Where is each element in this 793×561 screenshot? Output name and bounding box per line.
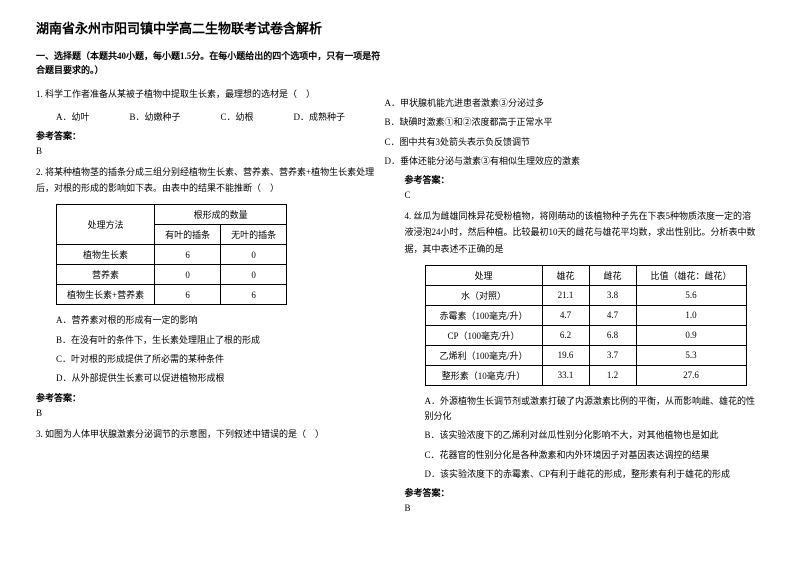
t2r5d: 27.6 <box>636 365 746 385</box>
t1-h1: 处理方法 <box>57 205 155 245</box>
t1-r3a: 植物生长素+营养素 <box>57 285 155 305</box>
answer-2: B <box>36 408 389 418</box>
t2r2d: 1.0 <box>636 305 746 325</box>
t2r2b: 4.7 <box>542 305 589 325</box>
t2r1d: 5.6 <box>636 285 746 305</box>
q4-opt-b: B．该实验浓度下的乙烯利对丝瓜性别分化影响不大，对其他植物也是如此 <box>425 428 758 443</box>
t2r1c: 3.8 <box>589 285 636 305</box>
t1-r3c: 6 <box>221 285 287 305</box>
t2r2a: 赤霉素（100毫克/升） <box>425 305 542 325</box>
answer-1: B <box>36 146 389 156</box>
q1-opt-b: B．幼嫩种子 <box>130 110 181 123</box>
q4-opt-a: A．外源植物生长调节剂或激素打破了内源激素比例的平衡，从而影响雌、雄花的性别分化 <box>425 394 758 425</box>
q4-opt-c: C．花器官的性别分化是各种激素和内外环境因子对基因表达调控的结果 <box>425 448 758 463</box>
answer-4: B <box>405 503 758 513</box>
t2r4d: 5.3 <box>636 345 746 365</box>
t2-h3: 雌花 <box>589 265 636 285</box>
q4-options: A．外源植物生长调节剂或激素打破了内源激素比例的平衡，从而影响雌、雄花的性别分化… <box>405 394 758 482</box>
t2r5c: 1.2 <box>589 365 636 385</box>
section-header: 一、选择题（本题共40小题，每小题1.5分。在每小题给出的四个选项中，只有一项是… <box>36 49 389 78</box>
q2-opt-d: D．从外部提供生长素可以促进植物形成根 <box>56 371 389 386</box>
t2r3d: 0.9 <box>636 325 746 345</box>
answer-label-4: 参考答案： <box>405 486 758 499</box>
t1-r1b: 6 <box>155 245 221 265</box>
q2-opt-c: C．叶对根的形成提供了所必需的某种条件 <box>56 352 389 367</box>
t2r4b: 19.6 <box>542 345 589 365</box>
q3-opt-d: D．垂体还能分泌与激素③有相似生理效应的激素 <box>385 154 758 169</box>
t2-h2: 雄花 <box>542 265 589 285</box>
t2r5a: 整形素（10毫克/升） <box>425 365 542 385</box>
q3-opt-b: B．缺碘时激素①和②浓度都高于正常水平 <box>385 115 758 130</box>
q2-opt-b: B．在没有叶的条件下，生长素处理阻止了根的形成 <box>56 333 389 348</box>
q3-opt-c: C．图中共有3处箭头表示负反馈调节 <box>385 135 758 150</box>
t1-h2a: 有叶的插条 <box>155 225 221 245</box>
t2r4a: 乙烯利（100毫克/升） <box>425 345 542 365</box>
t2-h1: 处理 <box>425 265 542 285</box>
t1-r1a: 植物生长素 <box>57 245 155 265</box>
q1-opt-c: C．幼根 <box>221 110 254 123</box>
right-column: 下丘脑 甲状腺 垂体 甲状腺激素 ① ② ③ A．甲状腺机能亢进患者激素③分泌过… <box>397 18 766 543</box>
t2r4c: 3.7 <box>589 345 636 365</box>
answer-label-2: 参考答案： <box>36 391 389 404</box>
answer-label-1: 参考答案： <box>36 129 389 142</box>
question-4: 4. 丝瓜为雌雄同株异花受粉植物，将刚萌动的该植物种子先在下表5种物质浓度一定的… <box>405 208 758 257</box>
q2-opt-a: A．营养素对根的形成有一定的影响 <box>56 313 389 328</box>
question-2: 2. 将某种植物茎的插条分成三组分别经植物生长素、营养素、营养素+植物生长素处理… <box>36 164 389 196</box>
table-1: 处理方法 根形成的数量 有叶的插条 无叶的插条 植物生长素 6 0 营养素 0 … <box>56 204 287 305</box>
q2-options: A．营养素对根的形成有一定的影响 B．在没有叶的条件下，生长素处理阻止了根的形成… <box>36 313 389 386</box>
t2r2c: 4.7 <box>589 305 636 325</box>
t1-h2: 根形成的数量 <box>155 205 287 225</box>
t2r1b: 21.1 <box>542 285 589 305</box>
q4-opt-d: D．该实验浓度下的赤霉素、CP有利于雌花的形成，整形素有利于雄花的形成 <box>425 467 758 482</box>
q1-opt-d: D．成熟种子 <box>294 110 346 123</box>
t2r3b: 6.2 <box>542 325 589 345</box>
t1-h2b: 无叶的插条 <box>221 225 287 245</box>
question-1: 1. 科学工作者准备从某被子植物中提取生长素，最理想的选材是（ ） <box>36 86 389 102</box>
t1-r2c: 0 <box>221 265 287 285</box>
table-2: 处理 雄花 雌花 比值（雄花：雌花） 水（对照）21.13.85.6 赤霉素（1… <box>425 265 747 386</box>
q3-options: A．甲状腺机能亢进患者激素③分泌过多 B．缺碘时激素①和②浓度都高于正常水平 C… <box>385 96 758 169</box>
q1-options: A．幼叶 B．幼嫩种子 C．幼根 D．成熟种子 <box>56 110 389 123</box>
t1-r3b: 6 <box>155 285 221 305</box>
t1-r2b: 0 <box>155 265 221 285</box>
exam-title: 湖南省永州市阳司镇中学高二生物联考试卷含解析 <box>36 18 389 37</box>
t1-r1c: 0 <box>221 245 287 265</box>
t2r3a: CP（100毫克/升） <box>425 325 542 345</box>
t2r1a: 水（对照） <box>425 285 542 305</box>
t2r3c: 6.8 <box>589 325 636 345</box>
question-3: 3. 如图为人体甲状腺激素分泌调节的示意图，下列叙述中错误的是（ ） <box>36 426 389 442</box>
t2r5b: 33.1 <box>542 365 589 385</box>
q1-opt-a: A．幼叶 <box>56 110 90 123</box>
t1-r2a: 营养素 <box>57 265 155 285</box>
answer-label-3: 参考答案： <box>405 173 758 186</box>
answer-3: C <box>405 190 758 200</box>
q3-opt-a: A．甲状腺机能亢进患者激素③分泌过多 <box>385 96 758 111</box>
left-column: 湖南省永州市阳司镇中学高二生物联考试卷含解析 一、选择题（本题共40小题，每小题… <box>28 18 397 543</box>
t2-h4: 比值（雄花：雌花） <box>636 265 746 285</box>
